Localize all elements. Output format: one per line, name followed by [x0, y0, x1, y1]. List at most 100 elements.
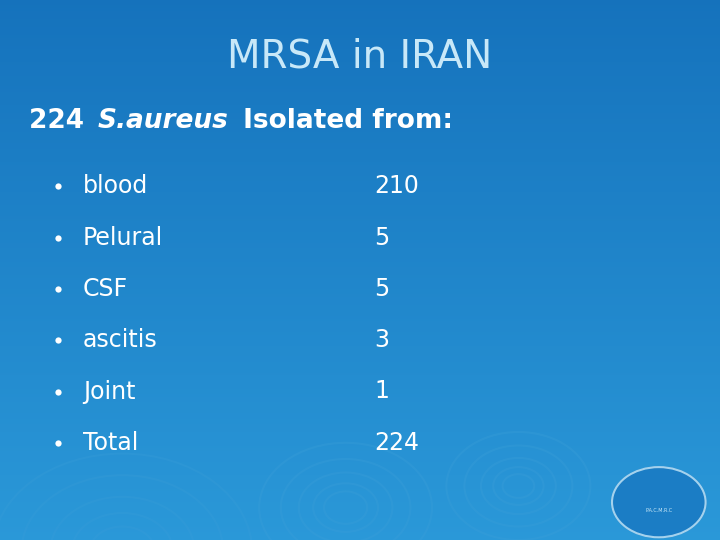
Bar: [0, 270, 720, 273]
Bar: [0, 19, 720, 22]
Bar: [0, 351, 720, 354]
Bar: [0, 348, 720, 351]
Bar: [0, 321, 720, 324]
Circle shape: [612, 467, 706, 537]
Bar: [0, 462, 720, 464]
Bar: [0, 340, 720, 343]
Bar: [0, 22, 720, 24]
Bar: [0, 454, 720, 456]
Bar: [0, 14, 720, 16]
Bar: [0, 68, 720, 70]
Text: S.aureus: S.aureus: [97, 109, 228, 134]
Bar: [0, 70, 720, 73]
Bar: [0, 49, 720, 51]
Text: blood: blood: [83, 174, 148, 198]
Bar: [0, 521, 720, 524]
Bar: [0, 400, 720, 402]
Bar: [0, 78, 720, 81]
Bar: [0, 448, 720, 451]
Bar: [0, 94, 720, 97]
Bar: [0, 354, 720, 356]
Bar: [0, 327, 720, 329]
Bar: [0, 151, 720, 154]
Bar: [0, 427, 720, 429]
Text: 5: 5: [374, 226, 390, 249]
Bar: [0, 240, 720, 243]
Text: 224: 224: [29, 109, 93, 134]
Bar: [0, 424, 720, 427]
Bar: [0, 243, 720, 246]
Bar: [0, 3, 720, 5]
Bar: [0, 216, 720, 219]
Bar: [0, 524, 720, 526]
Bar: [0, 0, 720, 3]
Bar: [0, 443, 720, 445]
Bar: [0, 392, 720, 394]
Bar: [0, 208, 720, 211]
Bar: [0, 232, 720, 235]
Bar: [0, 116, 720, 119]
Bar: [0, 373, 720, 375]
Bar: [0, 324, 720, 327]
Bar: [0, 267, 720, 270]
Bar: [0, 59, 720, 62]
Bar: [0, 275, 720, 278]
Text: 224: 224: [374, 431, 419, 455]
Bar: [0, 143, 720, 146]
Bar: [0, 386, 720, 389]
Bar: [0, 167, 720, 170]
Bar: [0, 297, 720, 300]
Bar: [0, 483, 720, 486]
Bar: [0, 265, 720, 267]
Bar: [0, 119, 720, 122]
Bar: [0, 157, 720, 159]
Bar: [0, 451, 720, 454]
Bar: [0, 170, 720, 173]
Bar: [0, 205, 720, 208]
Bar: [0, 489, 720, 491]
Bar: [0, 475, 720, 478]
Bar: [0, 221, 720, 224]
Bar: [0, 140, 720, 143]
Bar: [0, 464, 720, 467]
Text: ascitis: ascitis: [83, 328, 158, 352]
Bar: [0, 375, 720, 378]
Bar: [0, 40, 720, 43]
Bar: [0, 284, 720, 286]
Bar: [0, 227, 720, 229]
Bar: [0, 24, 720, 27]
Bar: [0, 122, 720, 124]
Bar: [0, 294, 720, 297]
Bar: [0, 256, 720, 259]
Bar: [0, 356, 720, 359]
Bar: [0, 310, 720, 313]
Bar: [0, 370, 720, 373]
Text: Pelural: Pelural: [83, 226, 163, 249]
Bar: [0, 235, 720, 238]
Text: Total: Total: [83, 431, 138, 455]
Text: 1: 1: [374, 380, 390, 403]
Bar: [0, 8, 720, 11]
Bar: [0, 429, 720, 432]
Bar: [0, 367, 720, 370]
Bar: [0, 62, 720, 65]
Bar: [0, 478, 720, 481]
Bar: [0, 497, 720, 500]
Bar: [0, 230, 720, 232]
Bar: [0, 138, 720, 140]
Bar: [0, 518, 720, 521]
Bar: [0, 124, 720, 127]
Bar: [0, 300, 720, 302]
Bar: [0, 343, 720, 346]
Bar: [0, 332, 720, 335]
Bar: [0, 319, 720, 321]
Bar: [0, 302, 720, 305]
Bar: [0, 89, 720, 92]
Text: P.A.C.M.R.C: P.A.C.M.R.C: [645, 508, 672, 513]
Bar: [0, 446, 720, 448]
Bar: [0, 262, 720, 265]
Bar: [0, 30, 720, 32]
Bar: [0, 81, 720, 84]
Bar: [0, 159, 720, 162]
Bar: [0, 432, 720, 435]
